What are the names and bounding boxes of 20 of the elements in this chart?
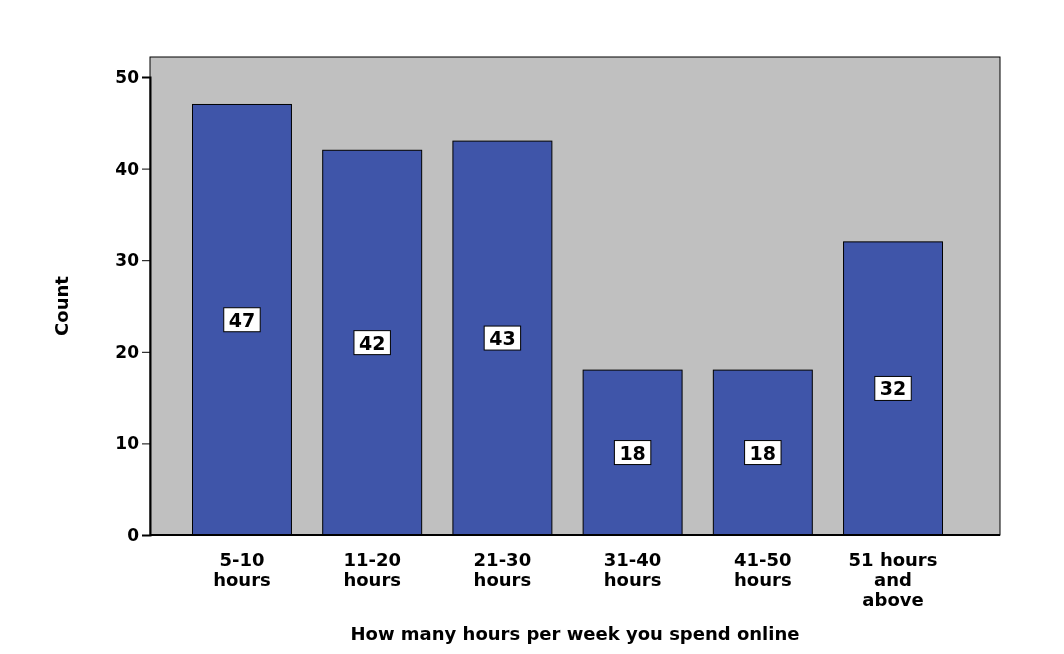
x-tick-label: 21-30 hours bbox=[473, 549, 532, 590]
y-tick-label: 30 bbox=[115, 250, 140, 271]
x-tick-label: 31-40 hours bbox=[603, 549, 662, 590]
y-tick-label: 10 bbox=[115, 433, 140, 454]
x-tick-label: 51 hours and above bbox=[848, 549, 938, 610]
data-label: 42 bbox=[358, 331, 386, 354]
x-tick-label: 11-20 hours bbox=[343, 549, 401, 590]
y-axis-title: Count bbox=[51, 275, 72, 336]
y-tick-label: 40 bbox=[115, 158, 140, 179]
data-label: 18 bbox=[749, 441, 777, 464]
data-label: 32 bbox=[879, 377, 907, 400]
x-tick-label: 5-10 hours bbox=[213, 549, 271, 590]
y-tick-label: 20 bbox=[115, 341, 140, 362]
x-tick-label: 41-50 hours bbox=[734, 549, 792, 590]
x-axis-title: How many hours per week you spend online bbox=[350, 623, 800, 644]
data-label: 47 bbox=[228, 308, 256, 331]
y-tick-label: 50 bbox=[115, 66, 140, 87]
data-label: 18 bbox=[619, 441, 646, 464]
y-tick-label: 0 bbox=[127, 524, 140, 545]
data-label: 43 bbox=[489, 327, 516, 350]
